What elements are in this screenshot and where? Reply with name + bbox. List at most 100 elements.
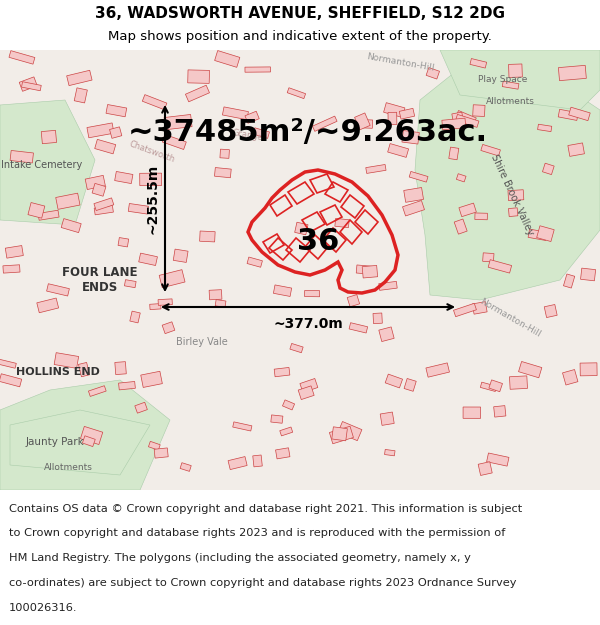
Bar	[482, 253, 494, 262]
Text: Shire Brook Valley: Shire Brook Valley	[489, 153, 535, 237]
Bar	[245, 67, 271, 72]
Bar	[28, 202, 45, 218]
Bar	[47, 284, 70, 296]
Bar	[135, 402, 148, 413]
Bar	[356, 265, 374, 274]
Bar	[426, 68, 440, 79]
Polygon shape	[10, 410, 150, 475]
Bar	[94, 206, 113, 215]
Bar	[162, 322, 175, 334]
Bar	[403, 201, 424, 216]
Bar	[245, 111, 259, 123]
Polygon shape	[440, 50, 600, 110]
Bar	[449, 147, 459, 160]
Bar	[373, 313, 382, 324]
Bar	[366, 164, 386, 173]
Bar	[0, 359, 16, 368]
Bar	[274, 285, 292, 296]
Text: ~377.0m: ~377.0m	[273, 317, 343, 331]
Bar	[158, 299, 172, 306]
Bar	[558, 109, 578, 121]
Bar	[442, 118, 466, 130]
Bar	[563, 274, 575, 288]
Bar	[5, 246, 23, 258]
Text: Normanton-Hill: Normanton-Hill	[478, 297, 542, 339]
Bar	[568, 143, 584, 156]
Bar	[56, 193, 80, 209]
Bar	[87, 123, 114, 138]
Text: Intake Cemetery: Intake Cemetery	[1, 160, 83, 170]
Bar	[380, 412, 394, 426]
Bar	[162, 134, 186, 149]
Bar	[95, 139, 116, 154]
Bar	[233, 422, 252, 431]
Bar	[74, 88, 88, 103]
Bar	[300, 379, 318, 392]
Bar	[88, 386, 106, 396]
Bar	[581, 268, 596, 281]
Bar	[209, 289, 222, 300]
Bar	[481, 144, 500, 156]
Bar	[0, 374, 22, 387]
Bar	[388, 112, 397, 124]
Text: 36, WADSWORTH AVENUE, SHEFFIELD, S12 2DG: 36, WADSWORTH AVENUE, SHEFFIELD, S12 2DG	[95, 6, 505, 21]
Bar	[223, 107, 248, 120]
Bar	[215, 299, 226, 308]
Bar	[455, 111, 476, 128]
Bar	[274, 368, 290, 377]
Bar	[347, 294, 359, 307]
Bar	[478, 462, 492, 476]
Text: Contains OS data © Crown copyright and database right 2021. This information is : Contains OS data © Crown copyright and d…	[9, 504, 522, 514]
Bar	[338, 421, 362, 441]
Bar	[509, 376, 527, 389]
Bar	[528, 229, 547, 241]
Text: ~255.5m: ~255.5m	[145, 163, 159, 234]
Bar	[518, 361, 542, 378]
Text: 36: 36	[297, 228, 339, 256]
Bar	[119, 381, 136, 390]
Bar	[385, 449, 395, 456]
Bar	[220, 149, 229, 158]
Bar	[128, 204, 148, 214]
Bar	[385, 374, 403, 388]
Bar	[253, 455, 262, 467]
Bar	[538, 124, 552, 132]
Bar	[509, 64, 523, 78]
Bar	[124, 279, 136, 288]
Bar	[228, 457, 247, 469]
Bar	[470, 59, 487, 68]
Bar	[488, 259, 512, 273]
Bar	[3, 265, 20, 273]
Bar	[283, 400, 295, 410]
Bar	[379, 281, 397, 291]
Bar	[9, 51, 35, 64]
Bar	[115, 171, 133, 184]
Text: to Crown copyright and database rights 2023 and is reproduced with the permissio: to Crown copyright and database rights 2…	[9, 529, 505, 539]
Text: FOUR LANE
ENDS: FOUR LANE ENDS	[62, 266, 138, 294]
Bar	[140, 173, 161, 186]
Bar	[459, 203, 476, 217]
Bar	[536, 226, 554, 241]
Bar	[487, 453, 509, 466]
Bar	[409, 171, 428, 182]
Bar	[508, 190, 524, 201]
Bar	[489, 380, 502, 392]
Text: Birley Vale: Birley Vale	[176, 337, 228, 347]
Bar	[214, 168, 231, 177]
Text: Allotments: Allotments	[44, 464, 92, 472]
Bar	[275, 448, 290, 459]
Bar	[298, 386, 314, 399]
Bar	[295, 222, 308, 235]
Polygon shape	[0, 100, 95, 225]
Bar	[94, 198, 114, 211]
Bar	[305, 291, 320, 297]
Bar	[106, 104, 127, 117]
Bar	[22, 82, 41, 91]
Bar	[355, 113, 370, 130]
Bar	[159, 269, 185, 288]
Text: Map shows position and indicative extent of the property.: Map shows position and indicative extent…	[108, 30, 492, 43]
Text: Grange: Grange	[232, 128, 264, 142]
Bar	[271, 415, 283, 423]
Bar	[215, 51, 240, 68]
Bar	[247, 257, 262, 268]
